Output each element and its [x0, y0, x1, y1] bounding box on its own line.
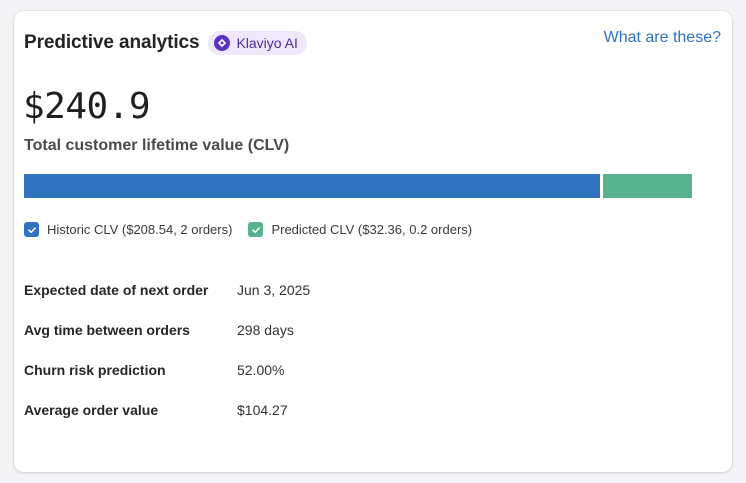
total-clv-label: Total customer lifetime value (CLV)	[24, 137, 290, 154]
card-header: Predictive analytics Klaviyo AI	[24, 31, 307, 55]
predicted-clv-segment[interactable]	[602, 174, 692, 198]
legend-item-historic[interactable]: Historic CLV ($208.54, 2 orders)	[24, 222, 232, 237]
predicted-checkbox[interactable]	[248, 222, 264, 237]
stat-label: Churn risk prediction	[24, 362, 166, 378]
stat-label: Average order value	[24, 402, 159, 418]
clv-stacked-bar	[24, 174, 692, 198]
stat-row-avg-time: Avg time between orders 298 days	[24, 322, 310, 362]
klaviyo-ai-badge: Klaviyo AI	[208, 31, 307, 55]
historic-checkbox[interactable]	[24, 222, 39, 237]
check-icon	[252, 226, 260, 233]
clv-legend: Historic CLV ($208.54, 2 orders) Predict…	[24, 222, 488, 237]
legend-label-historic: Historic CLV ($208.54, 2 orders)	[47, 222, 233, 237]
card-title: Predictive analytics	[24, 32, 200, 53]
klaviyo-ai-sparkle-icon	[214, 35, 231, 51]
what-are-these-link[interactable]: What are these?	[603, 29, 721, 46]
stat-row-next-order: Expected date of next order Jun 3, 2025	[24, 282, 310, 322]
stat-label: Expected date of next order	[24, 282, 209, 298]
legend-item-predicted[interactable]: Predicted CLV ($32.36, 0.2 orders)	[248, 222, 472, 237]
prediction-stats: Expected date of next order Jun 3, 2025 …	[24, 282, 310, 442]
predictive-analytics-card	[14, 11, 732, 472]
stat-value: 52.00%	[237, 362, 285, 378]
badge-label: Klaviyo AI	[236, 35, 298, 51]
total-clv-value: $240.9	[23, 86, 151, 127]
stat-value: Jun 3, 2025	[237, 282, 311, 298]
stat-label: Avg time between orders	[24, 322, 190, 338]
stat-row-churn-risk: Churn risk prediction 52.00%	[24, 362, 310, 402]
legend-label-predicted: Predicted CLV ($32.36, 0.2 orders)	[271, 222, 473, 237]
stat-value: 298 days	[237, 322, 294, 338]
historic-clv-segment[interactable]	[24, 174, 600, 198]
check-icon	[27, 226, 36, 233]
stat-row-aov: Average order value $104.27	[24, 402, 310, 442]
bar-divider	[599, 174, 603, 198]
stat-value: $104.27	[237, 402, 288, 418]
